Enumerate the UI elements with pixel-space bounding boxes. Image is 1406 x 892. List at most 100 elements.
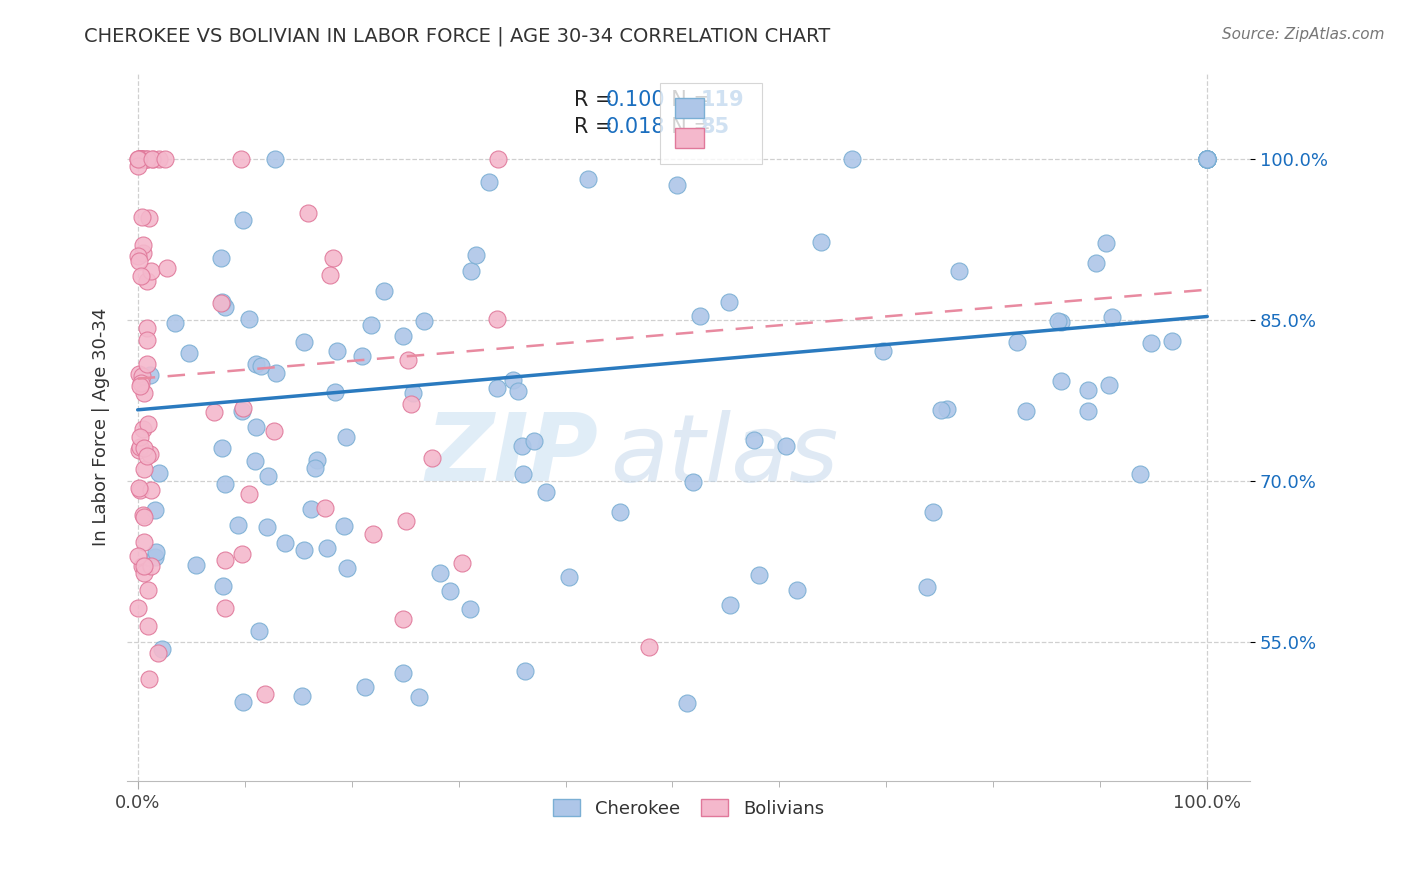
Point: [129, 152, 152, 166]
Point: [319, 268, 342, 282]
Point: [136, 417, 159, 431]
Point: [232, 695, 254, 709]
Point: [1095, 235, 1118, 250]
Point: [1197, 152, 1219, 166]
Point: [129, 152, 152, 166]
Point: [948, 264, 970, 278]
Point: [460, 263, 482, 277]
Point: [211, 441, 233, 455]
Point: [131, 152, 153, 166]
Point: [304, 461, 326, 475]
Point: [214, 300, 236, 314]
Point: [292, 542, 315, 557]
Point: [401, 397, 423, 411]
Point: [138, 211, 160, 226]
Point: [132, 461, 155, 475]
Point: [917, 580, 939, 594]
Point: [1197, 152, 1219, 166]
Point: [128, 430, 150, 444]
Point: [458, 601, 481, 615]
Point: [1084, 256, 1107, 270]
Point: [135, 334, 157, 348]
Point: [211, 579, 233, 593]
Text: ZIP: ZIP: [426, 409, 599, 501]
Point: [841, 152, 863, 166]
Text: N =: N =: [658, 117, 718, 136]
Point: [872, 343, 894, 358]
Point: [1197, 152, 1219, 166]
Point: [523, 434, 546, 449]
Point: [245, 420, 267, 434]
Point: [132, 237, 155, 252]
Point: [131, 422, 153, 436]
Point: [135, 321, 157, 335]
Point: [138, 618, 160, 632]
Point: [1197, 152, 1219, 166]
Point: [232, 213, 254, 227]
Point: [392, 612, 415, 626]
Point: [143, 503, 166, 517]
Point: [429, 566, 451, 581]
Point: [502, 373, 524, 387]
Point: [396, 352, 419, 367]
Point: [231, 547, 253, 561]
Point: [127, 152, 149, 166]
Point: [150, 642, 173, 657]
Point: [148, 152, 170, 166]
Point: [323, 384, 346, 399]
Point: [402, 386, 425, 401]
Point: [333, 519, 356, 533]
Y-axis label: In Labor Force | Age 30-34: In Labor Force | Age 30-34: [93, 308, 110, 546]
Point: [510, 440, 533, 454]
Point: [350, 349, 373, 363]
Point: [138, 672, 160, 686]
Point: [1197, 152, 1219, 166]
Point: [485, 311, 508, 326]
Text: atlas: atlas: [610, 409, 838, 500]
Point: [131, 210, 153, 224]
Point: [226, 518, 249, 533]
Point: [138, 447, 160, 461]
Text: 119: 119: [700, 90, 745, 110]
Point: [202, 405, 225, 419]
Point: [408, 690, 430, 705]
Point: [211, 295, 233, 310]
Point: [1015, 404, 1038, 418]
Text: 0.100: 0.100: [606, 90, 665, 110]
Point: [263, 424, 285, 438]
Point: [131, 152, 153, 166]
Point: [392, 666, 415, 681]
Point: [478, 175, 501, 189]
Point: [132, 441, 155, 455]
Point: [135, 152, 157, 166]
Point: [229, 152, 252, 166]
Point: [165, 317, 187, 331]
Point: [335, 430, 357, 444]
Point: [742, 434, 765, 448]
Point: [450, 556, 472, 570]
Point: [1049, 314, 1071, 328]
Point: [214, 477, 236, 491]
Point: [465, 248, 488, 262]
Point: [936, 401, 959, 416]
Point: [129, 152, 152, 166]
Point: [1049, 375, 1071, 389]
Point: [127, 549, 149, 564]
Point: [1140, 335, 1163, 350]
Point: [718, 598, 741, 612]
Text: Source: ZipAtlas.com: Source: ZipAtlas.com: [1222, 27, 1385, 42]
Point: [231, 404, 253, 418]
Point: [148, 466, 170, 480]
Point: [1197, 152, 1219, 166]
Point: [253, 687, 276, 701]
Point: [184, 558, 207, 573]
Point: [136, 583, 159, 598]
Text: R =: R =: [574, 90, 619, 110]
Point: [361, 526, 384, 541]
Point: [132, 508, 155, 522]
Point: [1197, 152, 1219, 166]
Point: [128, 152, 150, 166]
Point: [1197, 152, 1219, 166]
Point: [245, 357, 267, 371]
Point: [136, 275, 159, 289]
